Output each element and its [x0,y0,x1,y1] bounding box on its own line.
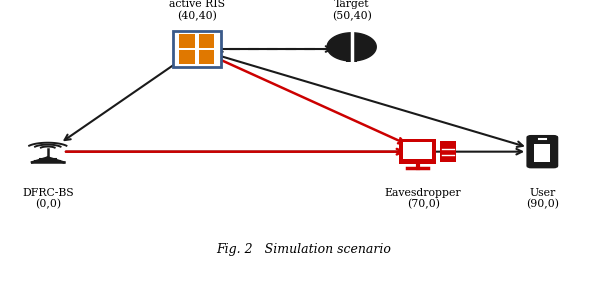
FancyBboxPatch shape [527,136,557,167]
Text: Fig. 2   Simulation scenario: Fig. 2 Simulation scenario [216,243,392,256]
FancyArrowPatch shape [213,56,404,143]
Bar [179,50,195,64]
FancyArrowPatch shape [66,149,402,155]
FancyBboxPatch shape [173,31,221,67]
FancyArrowPatch shape [217,46,334,52]
Text: DFRC-BS
(0,0): DFRC-BS (0,0) [22,188,74,210]
Bar [179,34,195,48]
Bar [346,59,358,62]
Polygon shape [327,33,376,61]
Bar [399,140,436,164]
FancyArrowPatch shape [66,149,522,155]
Bar [199,34,214,48]
Bar [403,142,432,159]
Text: User
(90,0): User (90,0) [526,188,559,210]
Text: active RIS
(40,40): active RIS (40,40) [169,0,225,21]
Text: Target
(50,40): Target (50,40) [332,0,371,21]
Bar [199,50,214,64]
Bar [440,141,457,162]
Bar [534,144,550,162]
FancyArrowPatch shape [214,54,523,147]
FancyArrowPatch shape [215,46,331,52]
FancyArrowPatch shape [64,61,180,140]
Text: Eavesdropper
(70,0): Eavesdropper (70,0) [385,188,461,210]
